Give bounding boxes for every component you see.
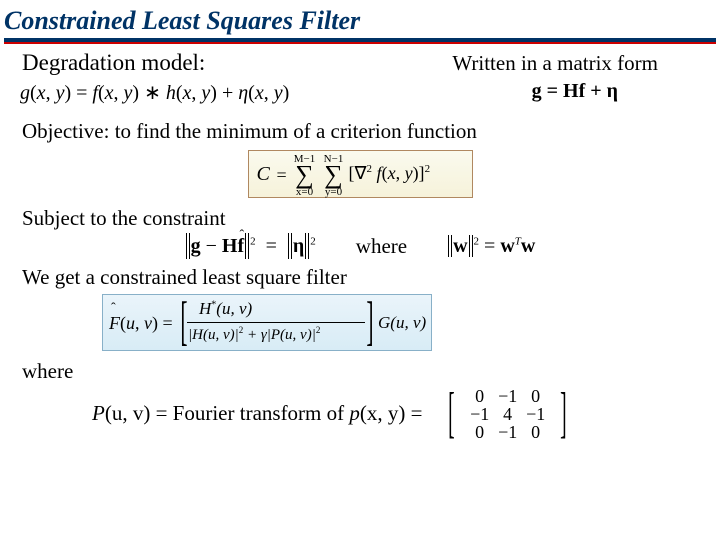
m02: 0 xyxy=(522,386,550,404)
sigma-icon: ∑ xyxy=(295,160,314,189)
degradation-eq-row: g(x, y) = f(x, y) ∗ h(x, y) + η(x, y) g … xyxy=(22,78,698,105)
sum1-bot: x=0 xyxy=(296,186,313,198)
filter-lhs: F(u, v) = xyxy=(109,313,173,334)
criterion-sum2: N−1 ∑ y=0 xyxy=(321,153,347,198)
m01: −1 xyxy=(494,386,522,404)
equation-constraint: g − Hf2 = η2 xyxy=(185,233,316,259)
slide-title: Constrained Least Squares Filter xyxy=(0,0,720,38)
bracket-right-icon: ] xyxy=(366,290,373,352)
objective-label: Objective: to find the minimum of a crit… xyxy=(22,119,698,144)
fourier-args2: (x, y) xyxy=(360,401,406,425)
m20: 0 xyxy=(466,422,494,440)
matrix-bracket-left-icon: [ xyxy=(449,389,456,437)
fourier-def-row: P(u, v) = Fourier transform of p(x, y) =… xyxy=(92,386,698,440)
fourier-P: P xyxy=(92,401,105,425)
equation-filter: F(u, v) = [ H*(u, v) |H(u, v)|2 + γ|P(u,… xyxy=(102,294,432,351)
fourier-definition: P(u, v) = Fourier transform of p(x, y) = xyxy=(92,401,422,426)
where-label-1: where xyxy=(356,234,407,259)
title-underline-accent xyxy=(4,42,716,44)
m22: 0 xyxy=(522,422,550,440)
criterion-equals: = xyxy=(277,165,287,186)
m10: −1 xyxy=(466,404,494,422)
equation-norm-def: w2 = wTw xyxy=(447,235,535,258)
equation-criterion: C = M−1 ∑ x=0 N−1 ∑ y=0 [∇2 f(x, y)]2 xyxy=(248,150,473,198)
criterion-body: [∇2 f(x, y)]2 xyxy=(349,163,431,184)
criterion-sum1: M−1 ∑ x=0 xyxy=(291,153,319,198)
fourier-mid: = Fourier transform of xyxy=(150,401,349,425)
fourier-row: where xyxy=(22,359,698,384)
degradation-label: Degradation model: xyxy=(22,50,205,76)
bracket-left-icon: [ xyxy=(180,290,187,352)
filter-rhs: G(u, v) xyxy=(378,313,426,333)
equation-degradation: g(x, y) = f(x, y) ∗ h(x, y) + η(x, y) xyxy=(20,80,289,105)
where-label-2: where xyxy=(22,359,73,384)
filter-numerator: H*(u, v) xyxy=(199,299,252,319)
m00: 0 xyxy=(466,386,494,404)
matrix-form-label: Written in a matrix form xyxy=(452,51,658,76)
filter-result-label: We get a constrained least square filter xyxy=(22,265,698,290)
sigma-icon: ∑ xyxy=(324,160,343,189)
fourier-args1: (u, v) xyxy=(105,401,151,425)
m12: −1 xyxy=(522,404,550,422)
constraint-row: g − Hf2 = η2 where w2 = wTw xyxy=(22,233,698,259)
m11: 4 xyxy=(494,404,522,422)
laplacian-matrix: [ 0 −1 0 −1 4 −1 0 −1 0 ] xyxy=(442,386,572,440)
subject-label: Subject to the constraint xyxy=(22,206,698,231)
degradation-row: Degradation model: Written in a matrix f… xyxy=(22,50,698,76)
fourier-eq: = xyxy=(405,401,422,425)
fraction-line xyxy=(187,322,365,323)
equation-matrix-form: g = Hf + η xyxy=(532,80,618,103)
criterion-lhs: C xyxy=(257,163,270,186)
matrix-bracket-right-icon: ] xyxy=(560,389,567,437)
fourier-p2: p xyxy=(349,401,360,425)
slide-content: Degradation model: Written in a matrix f… xyxy=(0,50,720,440)
sum2-bot: y=0 xyxy=(325,186,342,198)
matrix-cells: 0 −1 0 −1 4 −1 0 −1 0 xyxy=(466,386,550,440)
m21: −1 xyxy=(494,422,522,440)
filter-denominator: |H(u, v)|2 + γ|P(u, v)|2 xyxy=(188,325,320,344)
